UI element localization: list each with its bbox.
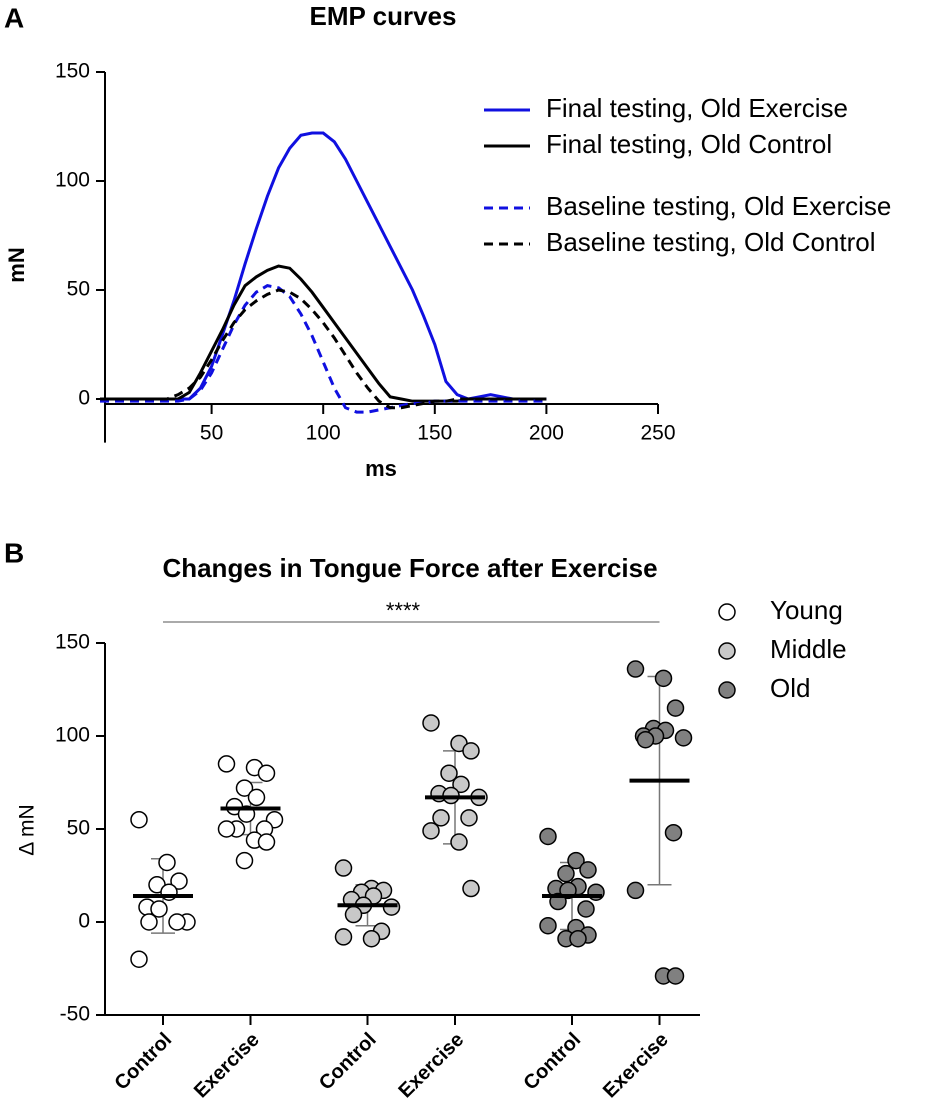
legend-label: Baseline testing, Old Exercise [546, 191, 891, 221]
data-point [247, 788, 266, 807]
legend-swatch [718, 642, 736, 660]
y-tick-label: 150 [55, 60, 90, 83]
data-point [666, 699, 685, 717]
annotation: **** [386, 598, 421, 623]
data-point [557, 864, 575, 883]
legend-label: Final testing, Old Control [546, 129, 832, 159]
data-point [636, 730, 655, 749]
data-point [140, 913, 158, 931]
chart-title: Changes in Tongue Force after Exercise [162, 553, 657, 583]
data-point [460, 809, 478, 827]
data-point [432, 809, 450, 827]
x-tick-label: 250 [640, 422, 675, 445]
y-axis-label: mN [4, 247, 29, 282]
data-point [567, 851, 585, 870]
data-point [150, 900, 168, 918]
y-tick-label: -50 [60, 1003, 90, 1026]
data-point [440, 764, 458, 782]
data-point [235, 779, 254, 797]
legend-label: Middle [770, 634, 847, 664]
legend-label: Baseline testing, Old Control [546, 227, 876, 257]
data-point [217, 755, 236, 773]
data-point [539, 827, 557, 846]
data-point [130, 950, 148, 968]
y-tick-label: 50 [67, 278, 90, 301]
x-tick-label: Exercise [599, 1029, 673, 1103]
y-tick-label: 50 [67, 817, 90, 840]
legend-swatch [718, 681, 736, 699]
data-point [579, 861, 597, 879]
data-point [344, 905, 363, 924]
legend-label: Final testing, Old Exercise [546, 93, 848, 123]
y-tick-label: 100 [55, 169, 90, 192]
data-point [452, 775, 470, 794]
data-point [462, 742, 480, 760]
data-point [450, 833, 468, 851]
legend-label: Old [770, 673, 810, 703]
x-tick-label: Exercise [190, 1029, 264, 1103]
data-point [664, 823, 683, 842]
legend-label: Young [770, 595, 843, 625]
data-point [257, 833, 276, 851]
y-tick-label: 100 [55, 724, 90, 747]
data-point [334, 859, 353, 877]
data-point [626, 881, 645, 900]
y-tick-label: 0 [78, 910, 90, 933]
data-point [362, 929, 381, 948]
line-series [100, 284, 547, 414]
y-tick-label: 0 [78, 387, 90, 410]
data-point [158, 853, 176, 872]
data-point [462, 879, 480, 898]
x-tick-label: 50 [200, 422, 223, 445]
x-tick-label: 100 [306, 422, 341, 445]
data-point [654, 669, 673, 688]
data-point [422, 822, 440, 840]
line-series [100, 131, 547, 401]
x-tick-label: Control [110, 1029, 176, 1095]
chart-title: EMP curves [310, 1, 457, 31]
x-tick-label: 200 [529, 422, 564, 445]
x-tick-label: Control [519, 1029, 585, 1095]
data-point [217, 820, 236, 838]
x-tick-label: 150 [417, 422, 452, 445]
data-point [168, 913, 186, 931]
panel-label: A [4, 2, 24, 33]
data-point [334, 928, 353, 946]
data-point [235, 851, 254, 870]
x-axis-label: ms [365, 456, 397, 481]
data-point [674, 729, 693, 747]
line-series [100, 264, 547, 403]
data-point [569, 929, 587, 948]
panel-label: B [4, 537, 24, 568]
x-tick-label: Control [315, 1029, 381, 1095]
x-tick-label: Exercise [395, 1029, 469, 1103]
y-axis-label: Δ mN [16, 804, 39, 855]
data-point [130, 810, 148, 829]
data-point [170, 872, 188, 890]
data-point [539, 916, 557, 935]
data-point [626, 660, 645, 678]
data-point [666, 967, 685, 985]
data-point [257, 764, 276, 782]
data-point [422, 714, 440, 732]
data-point [577, 900, 595, 918]
legend-swatch [718, 603, 736, 621]
y-tick-label: 150 [55, 631, 90, 654]
